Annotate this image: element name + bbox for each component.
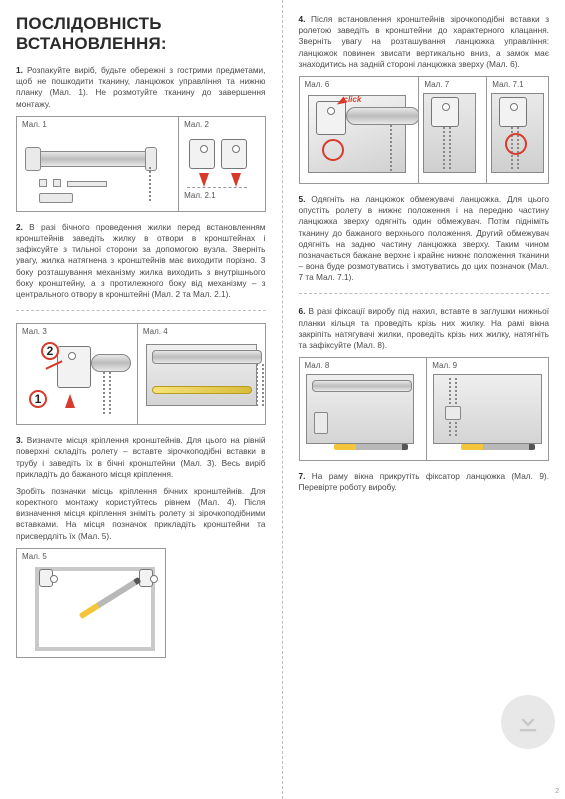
figure-9: Мал. 9 xyxy=(426,358,548,460)
figure-label: Мал. 6 xyxy=(305,80,330,89)
figure-4: Мал. 4 xyxy=(137,324,265,424)
page-title: ПОСЛІДОВНІСТЬ ВСТАНОВЛЕННЯ: xyxy=(16,14,266,53)
figure-row-1-2: Мал. 1 Мал. 2 Мал. 2.1 xyxy=(16,116,266,212)
step-3b-text: Зробіть позначки місць кріплення бічних … xyxy=(16,486,266,542)
page-number: 2 xyxy=(555,788,559,795)
figure-6: Мал. 6 click xyxy=(300,77,413,183)
right-column: 4. Після встановлення кронштейнів зірочк… xyxy=(283,0,565,799)
figure-label: Мал. 9 xyxy=(432,361,457,370)
figure-label: Мал. 7 xyxy=(424,80,449,89)
figure-row-6-7: Мал. 6 click Мал. 7 Мал. 7.1 xyxy=(299,76,550,184)
step-4-text: 4. Після встановлення кронштейнів зірочк… xyxy=(299,14,550,70)
step-5-text: 5. Одягніть на ланцюжок обмежувачі ланцю… xyxy=(299,194,550,284)
watermark-icon xyxy=(501,695,555,749)
figure-7: Мал. 7 xyxy=(418,77,480,183)
figure-5: Мал. 5 xyxy=(17,549,165,657)
figure-row-5: Мал. 5 xyxy=(16,548,166,658)
callout-1: 1 xyxy=(29,390,47,408)
step-7-text: 7. На раму вікна прикрутіть фіксатор лан… xyxy=(299,471,550,493)
figure-label: Мал. 2.1 xyxy=(184,191,215,200)
figure-label: Мал. 8 xyxy=(305,361,330,370)
figure-label: Мал. 7.1 xyxy=(492,80,523,89)
figure-label: Мал. 5 xyxy=(22,552,47,561)
figure-1: Мал. 1 xyxy=(17,117,172,211)
figure-label: Мал. 4 xyxy=(143,327,168,336)
figure-row-8-9: Мал. 8 Мал. 9 xyxy=(299,357,550,461)
step-1-text: 1. Розпакуйте виріб, будьте обережні з г… xyxy=(16,65,266,110)
section-divider xyxy=(299,293,550,294)
section-divider xyxy=(16,310,266,311)
figure-3: Мал. 3 1 2 xyxy=(17,324,131,424)
figure-label: Мал. 3 xyxy=(22,327,47,336)
figure-label: Мал. 2 xyxy=(184,120,209,129)
step-2-text: 2. В разі бічного проведення жилки перед… xyxy=(16,222,266,300)
figure-2: Мал. 2 Мал. 2.1 xyxy=(178,117,264,211)
step-6-text: 6. В разі фіксації виробу під нахил, вст… xyxy=(299,306,550,351)
figure-7-1: Мал. 7.1 xyxy=(486,77,548,183)
figure-8: Мал. 8 xyxy=(300,358,421,460)
step-3a-text: 3. Визначте місця кріплення кронштейнів.… xyxy=(16,435,266,480)
figure-label: Мал. 1 xyxy=(22,120,47,129)
left-column: ПОСЛІДОВНІСТЬ ВСТАНОВЛЕННЯ: 1. Розпакуйт… xyxy=(0,0,283,799)
figure-row-3-4: Мал. 3 1 2 Мал. 4 xyxy=(16,323,266,425)
